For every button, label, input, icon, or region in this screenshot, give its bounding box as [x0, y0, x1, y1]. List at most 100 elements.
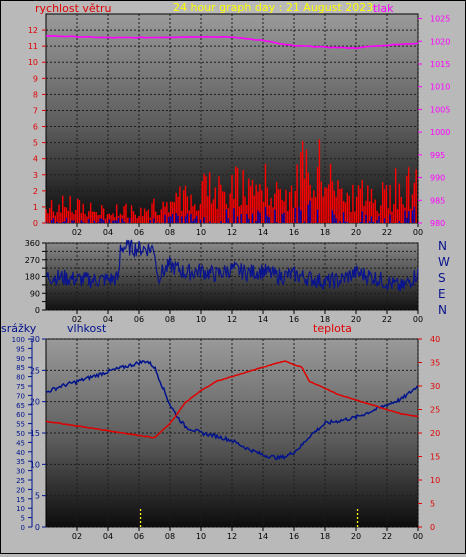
- direction-y-tick-label: 180: [25, 273, 40, 282]
- humidity-y-tick-label: 25: [30, 366, 40, 375]
- pressure-y-tick-label: 1010: [430, 83, 450, 92]
- x-tick-label: 04: [103, 532, 113, 541]
- x-tick-label: 20: [351, 228, 361, 237]
- rain-y-tick-label: 70: [16, 392, 25, 400]
- humidity-y-tick-label: 15: [30, 429, 40, 438]
- wind-y-tick-label: 9: [33, 74, 38, 83]
- humidity-line: [45, 359, 419, 461]
- wind-y-tick-label: 4: [33, 155, 38, 164]
- x-tick-label: 04: [103, 315, 113, 324]
- rain-y-tick-label: 80: [16, 374, 25, 382]
- x-tick-label: 08: [165, 315, 175, 324]
- x-tick-label: 18: [320, 315, 330, 324]
- rain-y-tick-label: 40: [16, 449, 25, 457]
- temperature-y-tick-label: 15: [430, 453, 440, 462]
- pressure-axis-label: tlak: [373, 2, 394, 15]
- x-tick-label: 06: [134, 228, 144, 237]
- x-tick-label: 02: [72, 315, 82, 324]
- temperature-y-tick-label: 5: [430, 500, 435, 509]
- wind-axis-label: rychlost větru: [35, 2, 111, 15]
- wind-y-tick-label: 7: [33, 106, 38, 115]
- temperature-y-tick-label: 0: [430, 523, 435, 532]
- rain-y-tick-label: 85: [16, 364, 25, 372]
- rain-y-tick-label: 25: [16, 477, 25, 485]
- x-tick-label: 08: [165, 228, 175, 237]
- wind-y-tick-label: 11: [28, 42, 38, 51]
- direction-y-tick-label: 90: [30, 289, 40, 298]
- rain-y-tick-label: 5: [21, 515, 25, 523]
- direction-label-n2: N: [438, 303, 447, 317]
- x-tick-label: 04: [103, 228, 113, 237]
- rain-y-tick-label: 95: [16, 345, 25, 353]
- x-tick-label: 14: [258, 315, 268, 324]
- direction-y-tick-label: 270: [25, 256, 40, 265]
- x-tick-label: 18: [320, 532, 330, 541]
- rain-y-tick-label: 10: [16, 505, 25, 513]
- wind-y-tick-label: 10: [28, 58, 38, 67]
- direction-label-s: S: [438, 271, 446, 285]
- humidity-y-tick-label: 30: [30, 335, 40, 344]
- temperature-y-tick-label: 35: [430, 359, 440, 368]
- humidity-y-tick-label: 0: [35, 523, 40, 532]
- x-tick-label: 00: [413, 532, 423, 541]
- x-tick-label: 00: [413, 228, 423, 237]
- humidity-y-tick-label: 5: [35, 492, 40, 501]
- x-tick-label: 16: [289, 228, 299, 237]
- temperature-y-tick-label: 20: [430, 429, 440, 438]
- x-tick-label: 22: [382, 228, 392, 237]
- rain-y-tick-label: 75: [16, 383, 25, 391]
- temperature-line: [45, 360, 419, 439]
- x-tick-label: 02: [72, 532, 82, 541]
- pressure-y-tick-label: 985: [430, 196, 445, 205]
- direction-label-n: N: [438, 239, 447, 253]
- rain-y-tick-label: 15: [16, 496, 25, 504]
- rain-y-tick-label: 35: [16, 458, 25, 466]
- rain-axis-label: srážky: [1, 322, 37, 335]
- rain-y-tick-label: 65: [16, 402, 25, 410]
- wind-y-tick-label: 8: [33, 90, 38, 99]
- wind-y-tick-label: 5: [33, 139, 38, 148]
- rain-y-tick-label: 20: [16, 486, 25, 494]
- x-tick-label: 20: [351, 315, 361, 324]
- x-tick-label: 12: [227, 315, 237, 324]
- humidity-axis-label: vlhkost: [67, 322, 107, 335]
- pressure-line: [45, 34, 419, 50]
- x-tick-label: 06: [134, 315, 144, 324]
- x-tick-label: 10: [196, 228, 206, 237]
- rain-y-tick-label: 30: [16, 468, 25, 476]
- wind-y-tick-label: 6: [33, 123, 38, 132]
- chart-title: 24 hour graph day : 21 August 2023: [173, 1, 373, 14]
- pressure-y-tick-label: 1005: [430, 105, 450, 114]
- direction-y-tick-label: 0: [35, 306, 40, 315]
- temperature-y-tick-label: 30: [430, 382, 440, 391]
- x-tick-label: 10: [196, 532, 206, 541]
- temperature-axis-label: teplota: [313, 322, 352, 335]
- x-tick-label: 12: [227, 532, 237, 541]
- x-tick-label: 00: [413, 315, 423, 324]
- rain-y-tick-label: 45: [16, 439, 25, 447]
- wind-direction-line: [45, 239, 419, 292]
- wind-y-tick-label: 3: [33, 171, 38, 180]
- wind-y-tick-label: 0: [33, 219, 38, 228]
- x-tick-label: 02: [72, 228, 82, 237]
- x-tick-label: 14: [258, 532, 268, 541]
- rain-y-tick-label: 55: [16, 421, 25, 429]
- x-tick-label: 10: [196, 315, 206, 324]
- x-tick-label: 12: [227, 228, 237, 237]
- rain-y-tick-label: 50: [16, 430, 25, 438]
- rain-y-tick-label: 90: [16, 355, 25, 363]
- x-tick-label: 22: [382, 532, 392, 541]
- pressure-y-tick-label: 990: [430, 174, 445, 183]
- rain-y-tick-label: 100: [12, 336, 25, 344]
- x-tick-label: 08: [165, 532, 175, 541]
- rain-y-tick-label: 0: [21, 524, 25, 532]
- direction-label-w: W: [438, 255, 450, 269]
- x-tick-label: 16: [289, 532, 299, 541]
- temperature-y-tick-label: 40: [430, 335, 440, 344]
- pressure-y-tick-label: 1015: [430, 60, 450, 69]
- x-tick-label: 18: [320, 228, 330, 237]
- x-tick-label: 16: [289, 315, 299, 324]
- wind-y-tick-label: 12: [28, 26, 38, 35]
